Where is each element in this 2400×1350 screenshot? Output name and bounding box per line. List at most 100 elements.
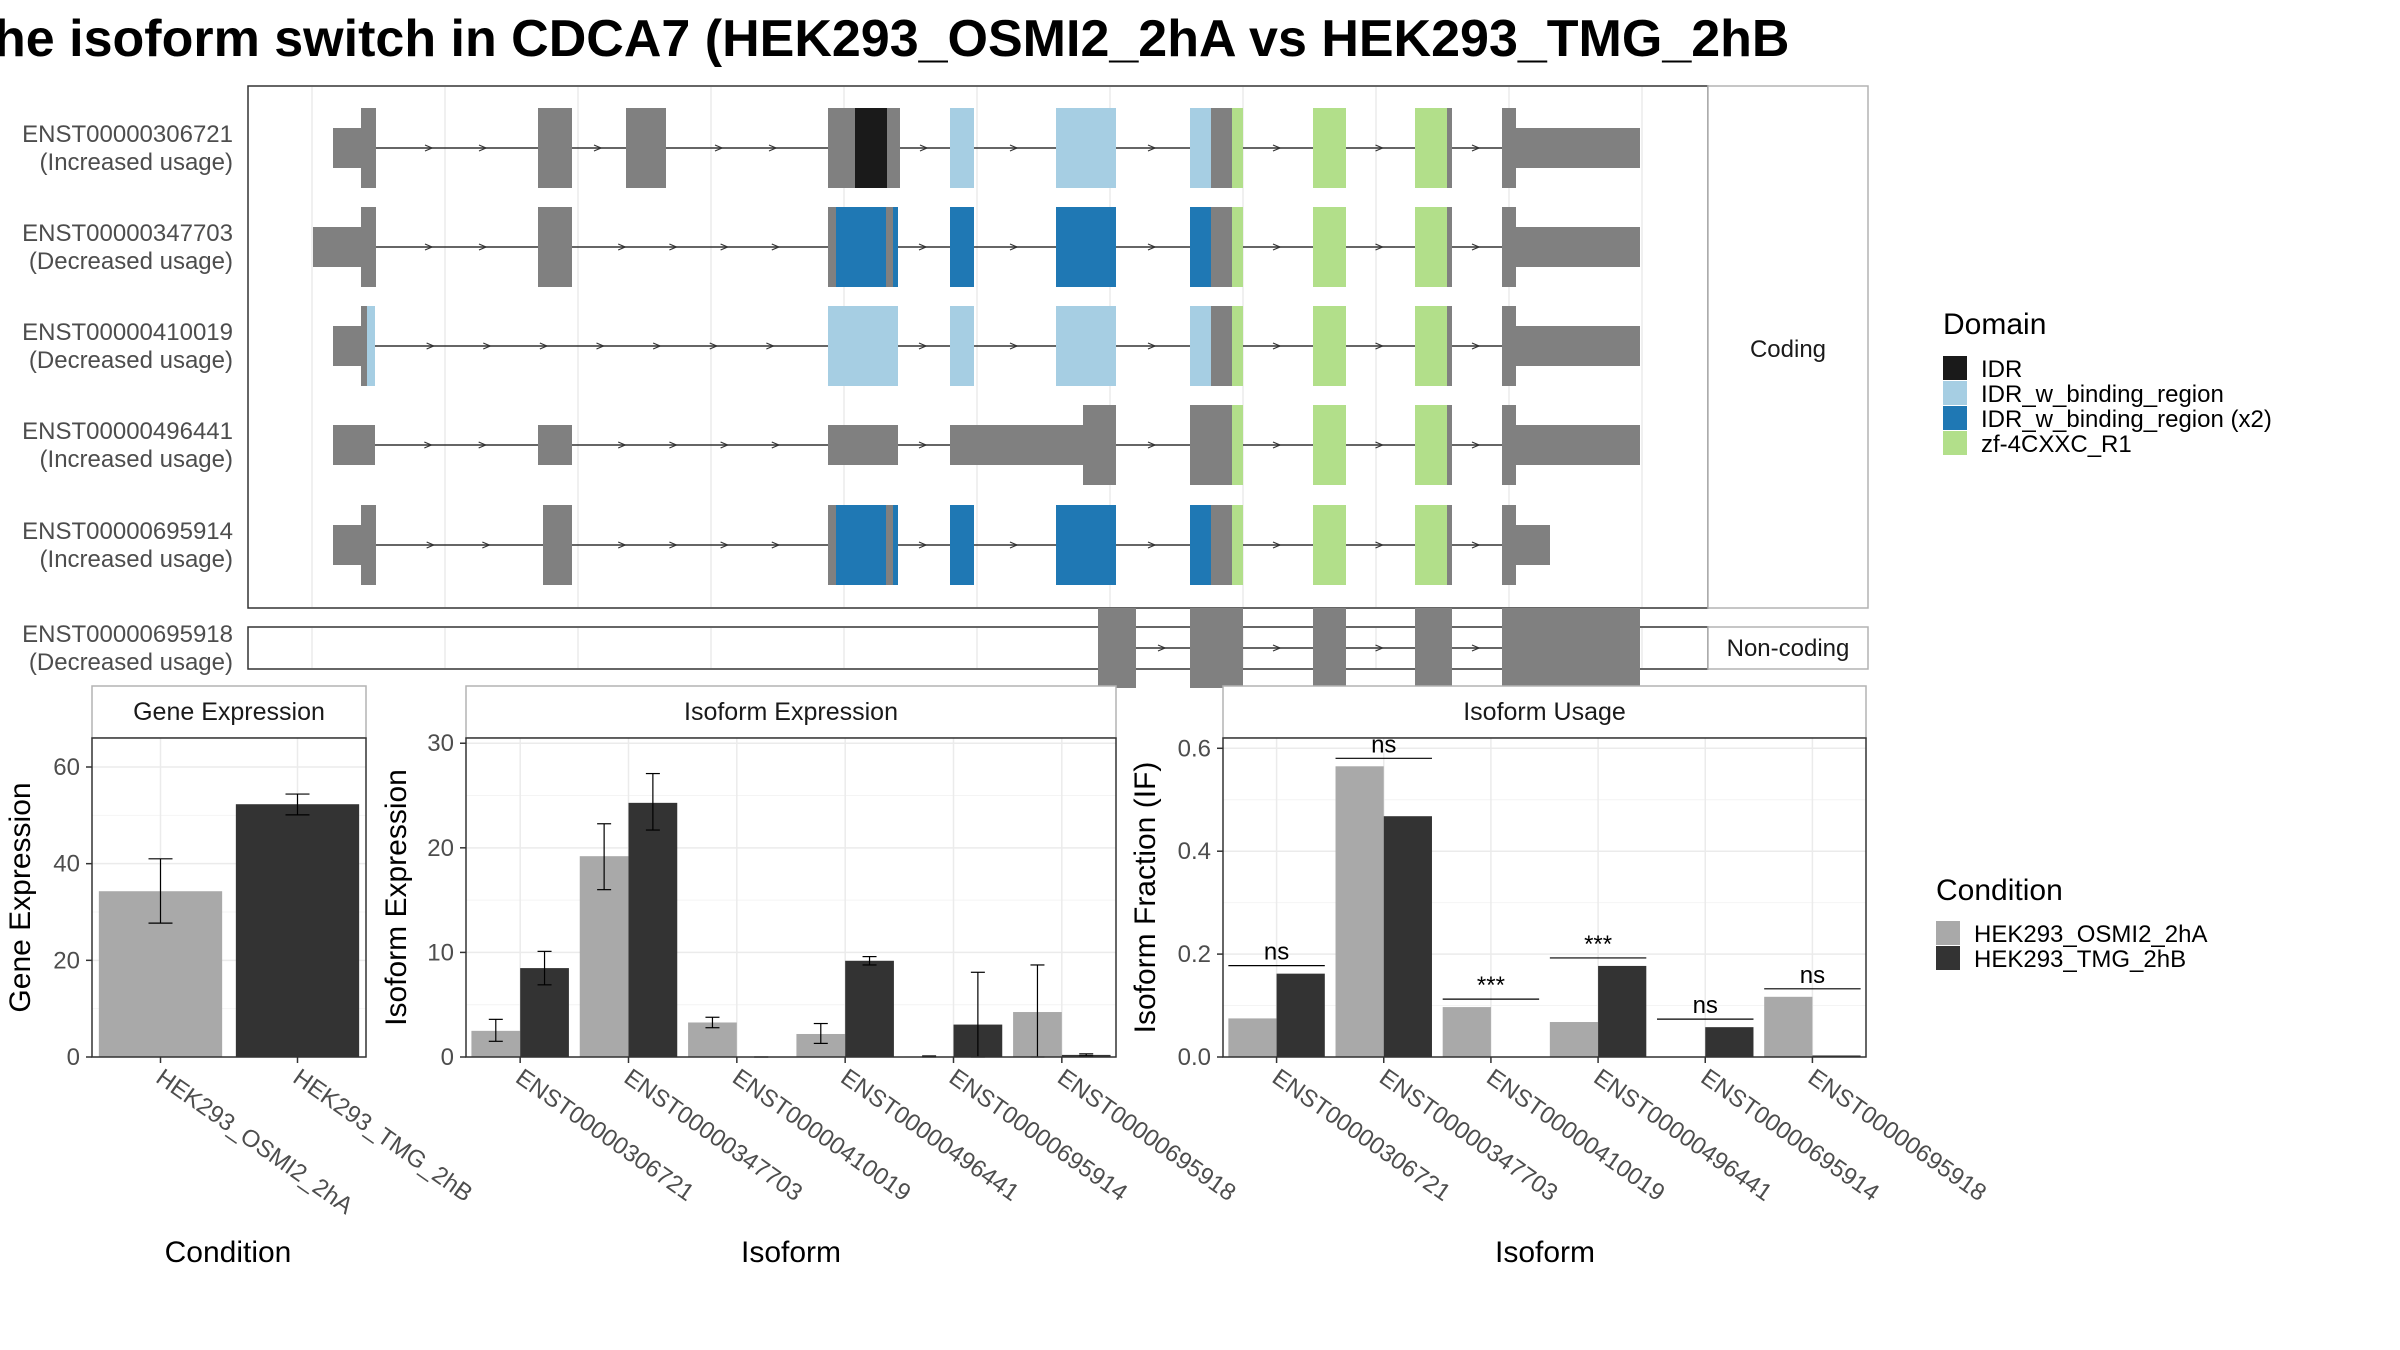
bar (796, 1033, 846, 1057)
x-axis-title: Condition (165, 1236, 292, 1269)
x-tick-label: ENST00000695914 (944, 1064, 1132, 1207)
exon (828, 207, 836, 287)
intron-arrow (1375, 644, 1385, 652)
exon (538, 108, 572, 188)
intron-arrow (482, 541, 491, 549)
x-tick-label: ENST00000306721 (511, 1064, 699, 1207)
bar (1276, 973, 1325, 1057)
bar (1764, 996, 1813, 1057)
domain-exon (950, 306, 974, 386)
exon (1502, 405, 1516, 485)
intron-arrow (426, 541, 436, 549)
y-tick-label: 0.6 (1178, 735, 1211, 762)
intron-arrow (1272, 644, 1282, 652)
y-tick-label: 0.2 (1178, 941, 1211, 968)
panel-strip-title: Isoform Usage (1463, 698, 1626, 726)
exon (361, 306, 367, 386)
domain-legend-swatch (1943, 381, 1967, 405)
exon (886, 207, 893, 287)
y-tick-label: 0 (441, 1044, 454, 1071)
exon (333, 128, 361, 168)
x-tick-label: ENST00000496441 (1589, 1064, 1777, 1207)
intron-arrow (1009, 541, 1019, 549)
domain-legend-swatch (1943, 356, 1967, 380)
domain-exon (1232, 306, 1243, 386)
intron-arrow (424, 144, 434, 152)
bar-panel: Isoform Expression 0 10 20 30 ENST00000306721… (380, 685, 1241, 1269)
intron-arrow (669, 243, 678, 251)
domain-exon (367, 306, 375, 386)
exon (361, 207, 376, 287)
x-axis-title: Isoform (1495, 1236, 1595, 1269)
exon (1516, 128, 1640, 168)
exon (886, 505, 893, 585)
intron-arrow (768, 144, 778, 152)
exon (1098, 608, 1136, 688)
domain-exon (1232, 108, 1243, 188)
domain-exon (855, 108, 887, 188)
exon (828, 425, 898, 465)
intron-arrow (1375, 541, 1385, 549)
domain-exon (1056, 207, 1116, 287)
bar (628, 802, 678, 1057)
domain-exon (893, 207, 898, 287)
domain-legend-label: IDR_w_binding_region (x2) (1981, 406, 2272, 433)
y-tick-label: 40 (53, 851, 80, 878)
transcript-id-label: ENST00000695918 (22, 621, 233, 648)
domain-legend-label: IDR_w_binding_region (1981, 381, 2224, 408)
intron-arrow (617, 541, 627, 549)
bar (845, 960, 894, 1057)
intron-arrow (1471, 644, 1481, 652)
domain-exon (1313, 306, 1346, 386)
bar (1598, 965, 1647, 1057)
bar (1549, 1022, 1599, 1057)
intron-arrow (483, 342, 492, 350)
domain-exon (1313, 108, 1346, 188)
x-tick-label: ENST00000347703 (619, 1064, 807, 1207)
intron-arrow (1272, 144, 1282, 152)
intron-arrow (1471, 342, 1481, 350)
transcript-usage-label: (Decreased usage) (29, 248, 233, 275)
transcript-track (333, 505, 1550, 585)
intron-arrow (1272, 342, 1282, 350)
domain-exon (836, 207, 886, 287)
intron-arrow (1375, 441, 1385, 449)
intron-arrow (539, 342, 549, 350)
exon (828, 108, 855, 188)
transcript-id-label: ENST00000410019 (22, 319, 233, 346)
exon (1211, 306, 1232, 386)
domain-exon (1056, 306, 1116, 386)
noncoding-strip-label: Non-coding (1727, 635, 1850, 662)
intron-arrow (617, 441, 627, 449)
transcript-id-label: ENST00000306721 (22, 121, 233, 148)
intron-arrow (720, 441, 730, 449)
intron-arrow (478, 243, 488, 251)
exon (1502, 207, 1516, 287)
exon (1211, 108, 1232, 188)
bar (1228, 1018, 1277, 1057)
domain-exon (950, 207, 974, 287)
exon (361, 505, 376, 585)
y-tick-label: 10 (427, 939, 454, 966)
x-tick-label: ENST00000347703 (1374, 1064, 1562, 1207)
exon (1447, 108, 1452, 188)
intron-arrow (424, 441, 433, 449)
intron-arrow (1147, 144, 1157, 152)
condition-legend-title: Condition (1936, 874, 2063, 907)
coding-panel (247, 85, 1709, 609)
intron-arrow (918, 342, 928, 350)
exon (1516, 326, 1640, 366)
domain-legend-label: IDR (1981, 356, 2022, 383)
intron-arrow (1009, 342, 1019, 350)
domain-exon (1415, 505, 1447, 585)
y-tick-label: 20 (53, 947, 80, 974)
panel-strip-title: Gene Expression (133, 698, 325, 726)
intron-arrow (918, 541, 928, 549)
significance-label: ns (1371, 731, 1396, 758)
condition-legend-swatch (1936, 921, 1960, 945)
intron-arrow (771, 243, 781, 251)
domain-exon (1415, 306, 1447, 386)
exon (887, 108, 900, 188)
condition-legend-swatch (1936, 946, 1960, 970)
